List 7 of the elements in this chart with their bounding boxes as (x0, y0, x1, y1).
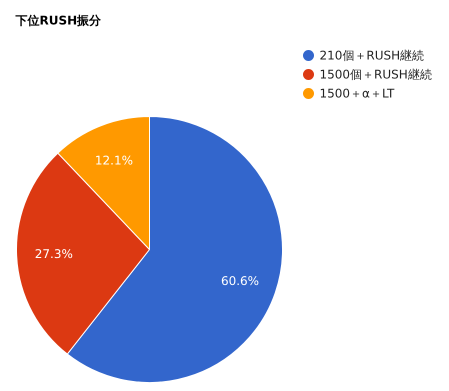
legend-label: 1500＋α＋LT (320, 86, 395, 100)
data-label: 12.1% (94, 154, 134, 168)
chart-title: 下位RUSH振分 (14, 14, 102, 28)
legend-label: 1500個＋RUSH継続 (320, 68, 432, 82)
data-label: 60.6% (220, 274, 260, 288)
legend-label: 210個＋RUSH継続 (320, 48, 424, 62)
data-label: 27.3% (34, 247, 73, 262)
